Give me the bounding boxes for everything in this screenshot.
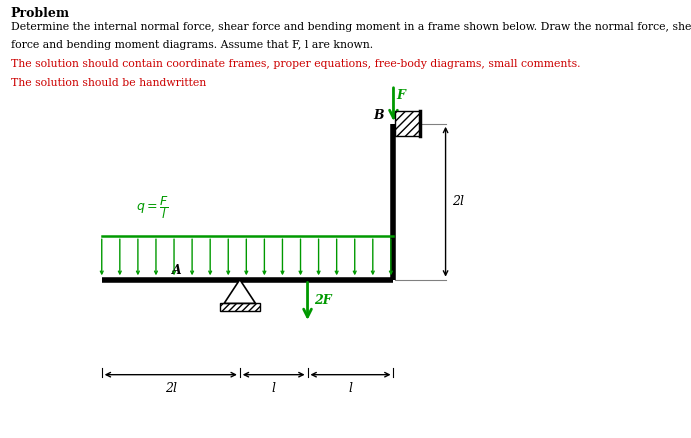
Bar [395,111,420,136]
Text: The solution should contain coordinate frames, proper equations, free-body diagr: The solution should contain coordinate f… [10,59,580,69]
Text: 2F: 2F [314,294,332,307]
Text: B: B [373,109,384,122]
Text: Problem: Problem [10,7,70,20]
Text: Determine the internal normal force, shear force and bending moment in a frame s: Determine the internal normal force, she… [10,22,691,32]
Text: 2l: 2l [164,382,177,396]
Text: l: l [272,382,276,396]
Text: l: l [348,382,352,396]
Text: The solution should be handwritten: The solution should be handwritten [10,78,206,88]
Text: $q = \dfrac{F}{l}$: $q = \dfrac{F}{l}$ [135,194,168,221]
Text: 2l: 2l [452,195,464,208]
Polygon shape [224,279,256,304]
Text: F: F [396,89,405,102]
Bar [220,304,260,311]
Text: force and bending moment diagrams. Assume that F, l are known.: force and bending moment diagrams. Assum… [10,39,372,49]
Text: A: A [173,265,182,277]
